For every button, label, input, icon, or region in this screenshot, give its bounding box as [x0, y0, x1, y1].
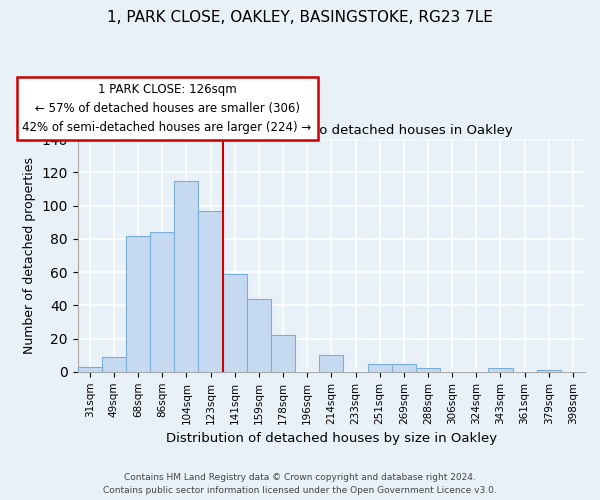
- Bar: [247, 298, 271, 372]
- Text: Contains HM Land Registry data © Crown copyright and database right 2024.
Contai: Contains HM Land Registry data © Crown c…: [103, 474, 497, 495]
- Bar: [102, 357, 126, 372]
- Text: 1 PARK CLOSE: 126sqm
← 57% of detached houses are smaller (306)
42% of semi-deta: 1 PARK CLOSE: 126sqm ← 57% of detached h…: [22, 84, 312, 134]
- Y-axis label: Number of detached properties: Number of detached properties: [23, 157, 36, 354]
- Bar: [175, 181, 199, 372]
- Bar: [223, 274, 247, 372]
- Bar: [368, 364, 392, 372]
- Bar: [77, 367, 102, 372]
- Bar: [150, 232, 175, 372]
- Bar: [271, 336, 295, 372]
- Text: 1, PARK CLOSE, OAKLEY, BASINGSTOKE, RG23 7LE: 1, PARK CLOSE, OAKLEY, BASINGSTOKE, RG23…: [107, 10, 493, 25]
- Title: Size of property relative to detached houses in Oakley: Size of property relative to detached ho…: [149, 124, 513, 136]
- Bar: [199, 210, 223, 372]
- Bar: [416, 368, 440, 372]
- X-axis label: Distribution of detached houses by size in Oakley: Distribution of detached houses by size …: [166, 432, 497, 445]
- Bar: [488, 368, 512, 372]
- Bar: [319, 355, 343, 372]
- Bar: [126, 236, 150, 372]
- Bar: [536, 370, 561, 372]
- Bar: [392, 364, 416, 372]
